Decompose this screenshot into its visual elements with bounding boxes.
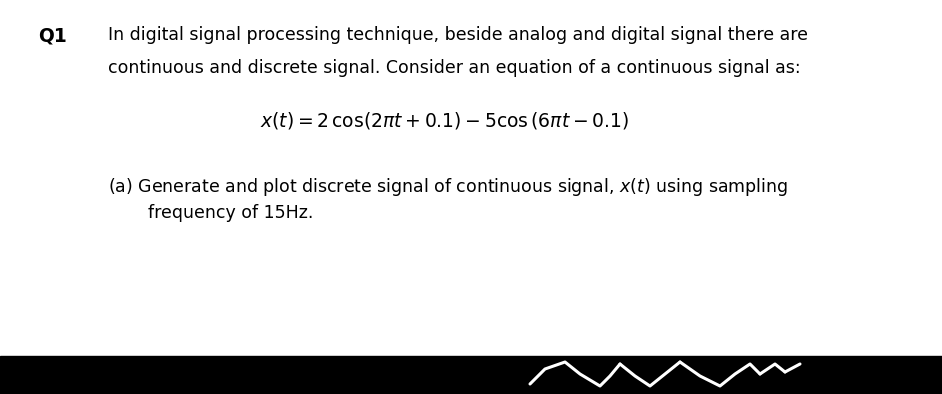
Text: Q1: Q1 [38,26,67,45]
Text: $x(t) = 2\,\mathrm{cos}(2\pi t + 0.1) - 5\mathrm{cos}\,(6\pi t - 0.1)$: $x(t) = 2\,\mathrm{cos}(2\pi t + 0.1) - … [260,110,629,131]
Text: continuous and discrete signal. Consider an equation of a continuous signal as:: continuous and discrete signal. Consider… [108,59,801,77]
Text: In digital signal processing technique, beside analog and digital signal there a: In digital signal processing technique, … [108,26,808,44]
Text: (a) Generate and plot discrete signal of continuous signal, $x(t)$ using samplin: (a) Generate and plot discrete signal of… [108,176,788,198]
Bar [0,356,942,394]
Text: frequency of 15Hz.: frequency of 15Hz. [148,204,314,222]
